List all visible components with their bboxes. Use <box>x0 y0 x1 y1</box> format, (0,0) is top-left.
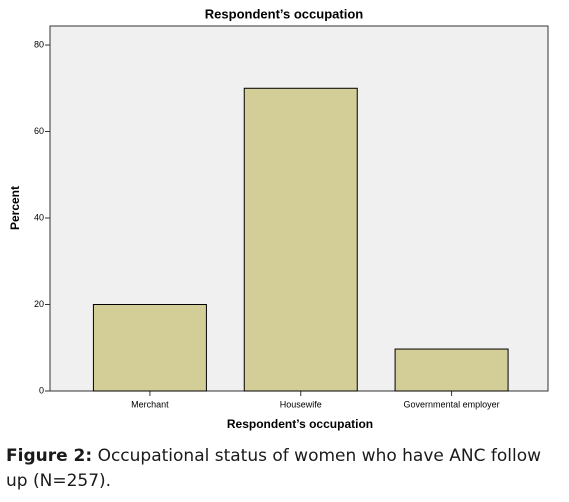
y-tick-label: 80 <box>34 39 44 49</box>
x-tick-label: Merchant <box>131 399 169 409</box>
bar <box>243 87 358 392</box>
y-tick-label: 40 <box>34 212 44 222</box>
y-tick-label: 0 <box>39 385 44 395</box>
y-axis-label: Percent <box>8 186 22 230</box>
chart: Respondent’s occupation Respondent’s occ… <box>8 6 549 431</box>
x-tick-label: Governmental employer <box>404 399 500 409</box>
y-tick-label: 60 <box>34 126 44 136</box>
x-tick-label: Housewife <box>280 399 322 409</box>
x-axis-label: Respondent’s occupation <box>227 417 373 431</box>
bar <box>92 304 207 392</box>
bar <box>394 348 509 392</box>
caption-text: Occupational status of women who have AN… <box>6 446 542 491</box>
caption: Figure 2: Occupational status of women w… <box>6 444 566 494</box>
y-tick-label: 20 <box>34 299 44 309</box>
caption-label: Figure 2: <box>6 446 93 466</box>
chart-title: Respondent’s occupation <box>205 6 363 21</box>
